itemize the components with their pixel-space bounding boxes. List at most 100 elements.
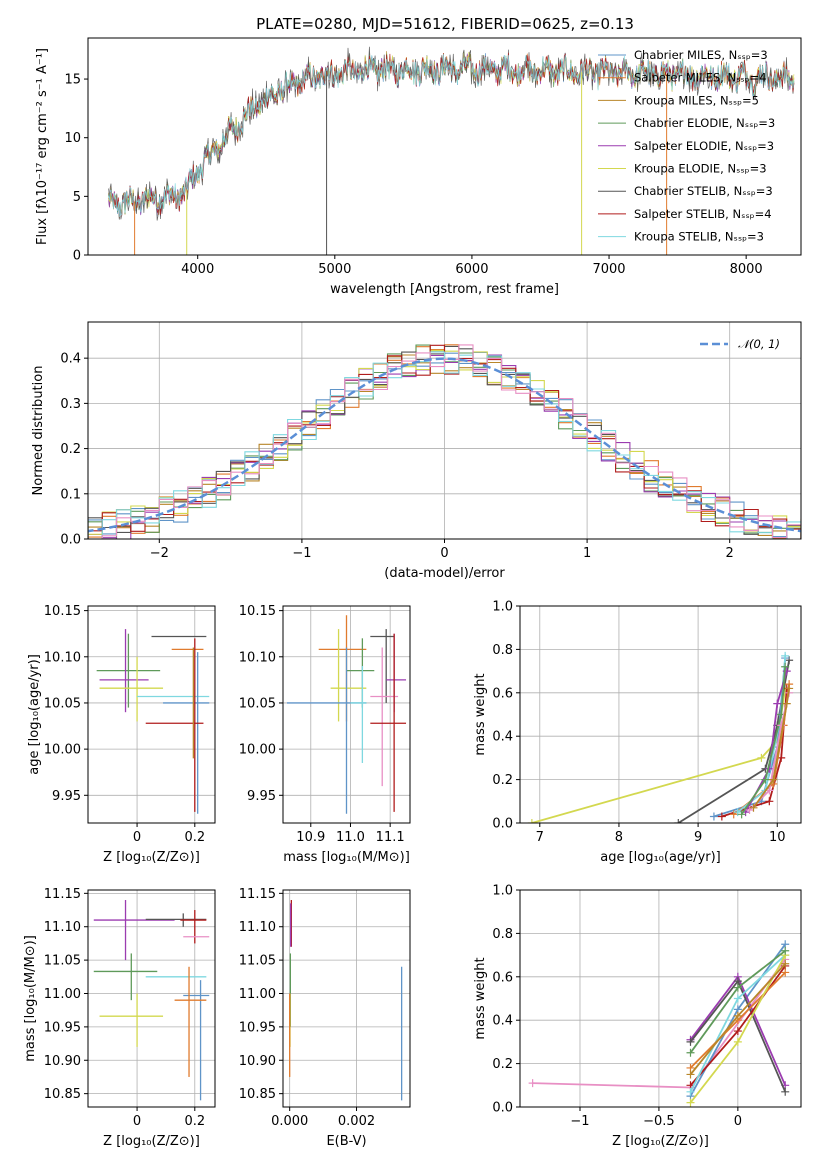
y-tick-label: 0.2 <box>492 773 513 788</box>
x-axis-label: (data-model)/error <box>384 566 505 581</box>
y-tick-label: 10.05 <box>44 696 81 711</box>
y-axis-label: mass [log₁₀(M/M⊙)] <box>23 935 38 1062</box>
y-tick-label: 10.95 <box>239 1020 276 1035</box>
x-tick-label: 9 <box>694 830 702 845</box>
x-tick-label: 8 <box>615 830 623 845</box>
weight-marker <box>733 1027 742 1036</box>
weight-marker <box>733 1037 742 1046</box>
weight-marker <box>686 1087 695 1096</box>
weight-marker <box>785 684 794 693</box>
plot-area <box>528 940 790 1107</box>
x-tick-label: 1 <box>583 546 591 561</box>
panel-mass-vs-EBV: 0.000 0.002 10.85 10.90 10.95 11.00 11.05 11.10… <box>239 887 411 1149</box>
spectrum-series-line <box>108 54 795 218</box>
plot-area <box>108 46 795 255</box>
y-tick-label: 11.15 <box>239 887 276 902</box>
y-tick-label: 0.1 <box>60 487 81 502</box>
y-tick-label: 0 <box>73 249 81 264</box>
legend-entry: Salpeter MILES, Nₛₛₚ=4 <box>634 71 767 85</box>
weight-marker <box>527 819 536 823</box>
figure-title: PLATE=0280, MJD=51612, FIBERID=0625, z=0… <box>256 15 634 33</box>
weight-marker <box>782 699 791 708</box>
y-axis-label: mass weight <box>473 673 488 755</box>
y-tick-label: 0.4 <box>60 352 81 367</box>
axes-frame <box>87 37 802 256</box>
x-tick-label: 4000 <box>181 262 214 277</box>
plot-area <box>289 900 403 1101</box>
y-tick-label: 0.8 <box>492 643 513 658</box>
x-tick-label: 0.2 <box>184 1114 205 1129</box>
weight-marker <box>674 819 683 823</box>
x-tick-label: −1 <box>570 1114 589 1129</box>
axes-frame <box>519 889 802 1108</box>
x-tick-label: 11.0 <box>336 830 365 845</box>
y-tick-label: 10.15 <box>44 604 81 619</box>
y-tick-label: 11.00 <box>239 987 276 1002</box>
y-tick-label: 11.05 <box>239 954 276 969</box>
y-tick-label: 11.05 <box>44 954 81 969</box>
x-axis-label: Z [log₁₀(Z/Z⊙)] <box>103 850 200 865</box>
x-tick-label: −0.5 <box>643 1114 675 1129</box>
weight-marker <box>781 651 790 660</box>
y-tick-label: 15 <box>64 73 81 88</box>
weight-marker <box>709 812 718 821</box>
axes-frame <box>282 889 411 1108</box>
weight-marker <box>737 810 746 819</box>
x-tick-label: 11.1 <box>376 830 405 845</box>
x-tick-label: 8000 <box>730 262 763 277</box>
plot-area <box>527 651 794 823</box>
y-tick-label: 0.2 <box>492 1057 513 1072</box>
y-tick-label: 9.95 <box>247 789 276 804</box>
y-tick-label: 10.90 <box>239 1054 276 1069</box>
x-tick-label: 0 <box>440 546 448 561</box>
weight-marker <box>777 721 786 730</box>
weight-line <box>740 666 787 815</box>
y-tick-label: 0.0 <box>492 1101 513 1116</box>
x-tick-label: 0 <box>133 830 141 845</box>
panel-spectrum: 4000 5000 6000 7000 8000 0 5 10 15 wavelength [An… <box>35 37 802 297</box>
x-tick-label: 0.002 <box>338 1114 375 1129</box>
weight-marker <box>757 753 766 762</box>
x-tick-label: 0.2 <box>184 830 205 845</box>
y-tick-label: 10.00 <box>44 743 81 758</box>
y-tick-label: 1.0 <box>492 600 513 615</box>
x-tick-label: 2 <box>726 546 734 561</box>
legend-entry: Kroupa STELIB, Nₛₛₚ=3 <box>634 230 764 244</box>
y-tick-label: 0.4 <box>492 1014 513 1029</box>
y-axis-label: age [log₁₀(age/yr)] <box>27 654 42 775</box>
y-tick-label: 11.15 <box>44 887 81 902</box>
y-tick-label: 10.85 <box>239 1087 276 1102</box>
y-tick-label: 10.15 <box>239 604 276 619</box>
weight-marker <box>769 775 778 784</box>
axes-frame <box>282 605 411 824</box>
x-tick-label: −2 <box>150 546 169 561</box>
plot-area <box>96 629 210 814</box>
y-tick-label: 0.0 <box>492 817 513 832</box>
panel-age-vs-Z: 0 0.2 9.95 10.00 10.05 10.10 10.15 Z [log₁₀(Z/Z… <box>27 604 216 865</box>
weight-marker <box>781 946 790 955</box>
y-tick-label: 10.95 <box>44 1020 81 1035</box>
legend-entry: Kroupa MILES, Nₛₛₚ=5 <box>634 93 759 107</box>
y-tick-label: 0.6 <box>492 686 513 701</box>
weight-marker <box>717 812 726 821</box>
panel-mass-weight-vs-age: 7 8 9 10 0.0 0.2 0.4 0.6 0.8 1.0 age [log₁₀(age/yr… <box>473 600 802 865</box>
y-tick-label: 0.0 <box>60 533 81 548</box>
panel-mass-weight-vs-Z: −1 −0.5 0 0.0 0.2 0.4 0.6 0.8 1.0 Z [log₁₀(Z/Z⊙)]… <box>473 884 802 1149</box>
x-tick-label: 7 <box>536 830 544 845</box>
x-tick-label: 0.000 <box>271 1114 308 1129</box>
x-axis-label: Z [log₁₀(Z/Z⊙)] <box>612 1134 709 1149</box>
x-tick-label: 10 <box>769 830 786 845</box>
plot-area <box>93 900 210 1101</box>
weight-line <box>752 688 790 809</box>
y-tick-label: 10.05 <box>239 696 276 711</box>
weight-marker <box>773 699 782 708</box>
y-tick-label: 10.10 <box>44 650 81 665</box>
x-axis-label: wavelength [Angstrom, rest frame] <box>330 282 559 297</box>
y-tick-label: 10.10 <box>239 650 276 665</box>
y-tick-label: 11.00 <box>44 987 81 1002</box>
y-tick-label: 10.00 <box>239 743 276 758</box>
x-axis-label: mass [log₁₀(M/M⊙)] <box>283 850 410 865</box>
x-tick-label: 5000 <box>318 262 351 277</box>
weight-marker <box>733 994 742 1003</box>
x-tick-label: 0 <box>734 1114 742 1129</box>
